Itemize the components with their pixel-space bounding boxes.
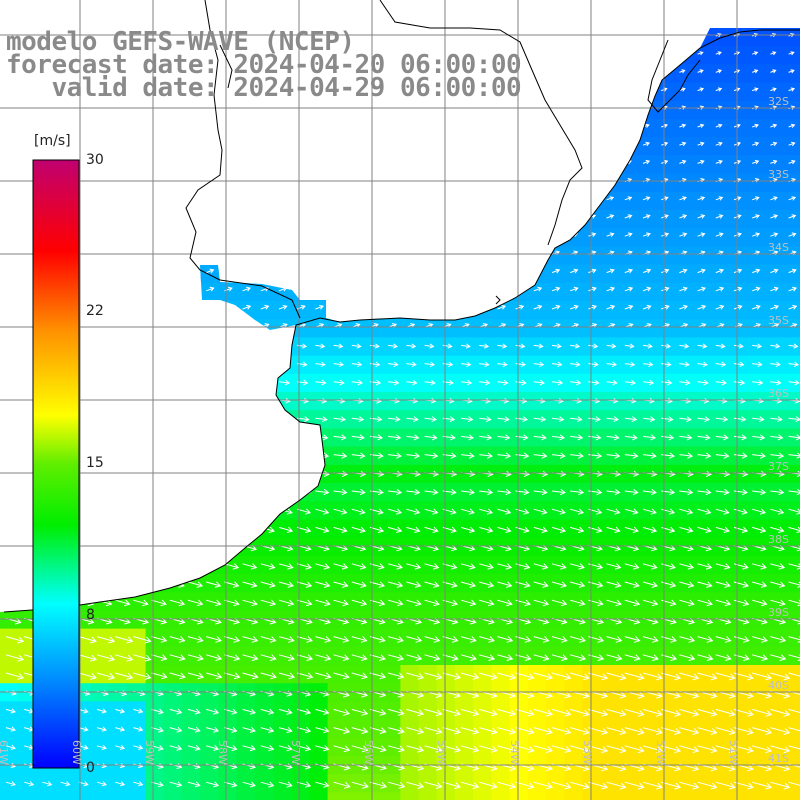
lon-label: 56W xyxy=(362,740,375,765)
lat-label: 32S xyxy=(768,95,789,108)
lat-label: 41S xyxy=(768,752,789,765)
lat-label: 40S xyxy=(768,679,789,692)
lon-label: 61W xyxy=(0,740,10,765)
wind-speed-field xyxy=(0,28,800,800)
lon-label: 51W xyxy=(727,740,740,765)
lon-label: 57W xyxy=(289,740,302,765)
border-river xyxy=(185,0,301,319)
lat-label: 37S xyxy=(768,460,789,473)
axis-labels: 32S 33S 34S 35S 36S 37S 38S 39S 40S 41S 61W 60W 59W 5… xyxy=(0,95,789,765)
lon-label: 53W xyxy=(581,740,594,765)
uruguay-border xyxy=(379,0,583,246)
lat-label: 33S xyxy=(768,168,789,181)
lat-label: 34S xyxy=(768,241,789,254)
colorbar-tick-0: 0 xyxy=(86,760,95,776)
colorbar-tick-8: 8 xyxy=(86,607,95,623)
lon-label: 60W xyxy=(70,740,83,765)
lat-label: 36S xyxy=(768,387,789,400)
lon-label: 54W xyxy=(508,740,521,765)
colorbar-unit: [m/s] xyxy=(34,133,71,149)
lat-label: 35S xyxy=(768,314,789,327)
colorbar xyxy=(32,159,80,769)
border-line xyxy=(219,44,233,89)
lon-label: 58W xyxy=(216,740,229,765)
lagoon-outline xyxy=(495,39,701,305)
colorbar-box xyxy=(32,159,80,769)
colorbar-tick-22: 22 xyxy=(86,303,104,319)
coastline xyxy=(3,29,800,613)
lon-label: 52W xyxy=(654,740,667,765)
lon-label: 59W xyxy=(143,740,156,765)
lon-label: 55W xyxy=(435,740,448,765)
lat-label: 39S xyxy=(768,606,789,619)
colorbar-tick-15: 15 xyxy=(86,455,104,471)
lat-label: 38S xyxy=(768,533,789,546)
colorbar-tick-30: 30 xyxy=(86,152,104,168)
forecast-date: forecast date: 2024-04-20 06:00:00 xyxy=(6,50,522,80)
model-title: modelo GEFS-WAVE (NCEP) xyxy=(6,27,355,57)
valid-date: valid date: 2024-04-29 06:00:00 xyxy=(6,73,522,103)
